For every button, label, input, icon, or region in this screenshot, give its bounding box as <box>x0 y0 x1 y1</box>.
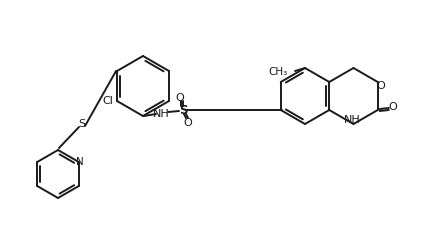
Text: O: O <box>375 81 384 91</box>
Text: S: S <box>78 119 85 128</box>
Text: S: S <box>178 104 187 117</box>
Text: CH₃: CH₃ <box>268 67 287 77</box>
Text: Cl: Cl <box>102 96 113 106</box>
Text: O: O <box>388 101 396 112</box>
Text: O: O <box>175 93 184 103</box>
Text: NH: NH <box>152 108 169 119</box>
Text: O: O <box>183 117 192 127</box>
Text: NH: NH <box>343 115 360 124</box>
Text: N: N <box>76 156 83 166</box>
